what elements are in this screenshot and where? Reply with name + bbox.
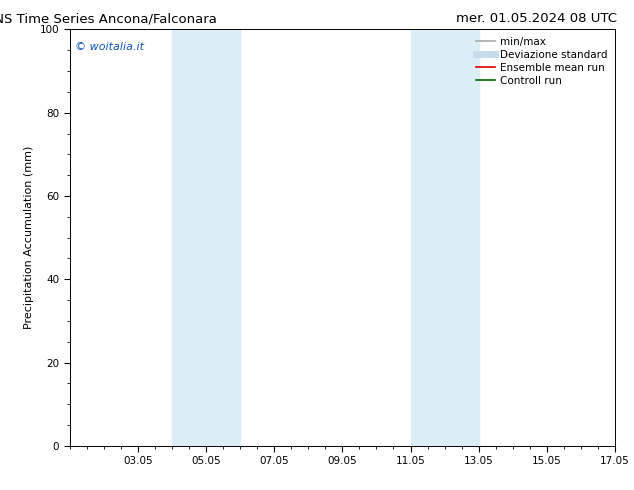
Text: mer. 01.05.2024 08 UTC: mer. 01.05.2024 08 UTC	[456, 12, 618, 25]
Text: ENS Time Series Ancona/Falconara: ENS Time Series Ancona/Falconara	[0, 12, 217, 25]
Y-axis label: Precipitation Accumulation (mm): Precipitation Accumulation (mm)	[24, 146, 34, 329]
Text: © woitalia.it: © woitalia.it	[75, 42, 144, 52]
Bar	[172, 29, 240, 446]
Legend: min/max, Deviazione standard, Ensemble mean run, Controll run: min/max, Deviazione standard, Ensemble m…	[472, 32, 612, 90]
Bar	[411, 29, 479, 446]
